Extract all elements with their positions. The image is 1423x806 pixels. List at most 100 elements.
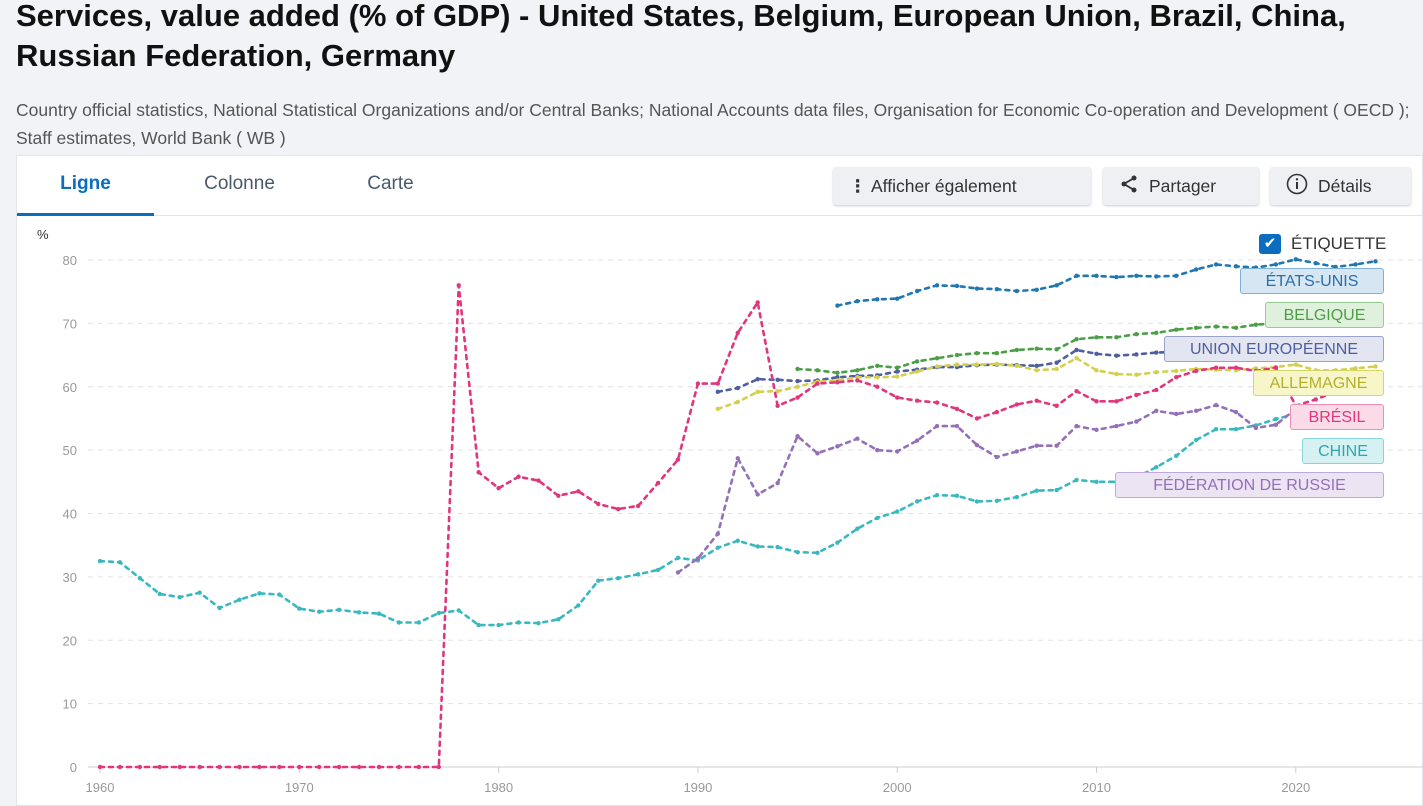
data-point: [775, 480, 780, 486]
data-point: [1174, 327, 1179, 332]
data-point: [496, 485, 501, 491]
data-point: [1174, 375, 1179, 380]
data-point: [1213, 427, 1219, 432]
data-point: [1193, 368, 1199, 374]
data-point: [715, 381, 721, 386]
data-point: [1154, 369, 1159, 375]
tab-carte[interactable]: Carte: [367, 173, 414, 194]
data-point: [855, 368, 860, 373]
checkbox-checked-icon[interactable]: ✔: [1259, 234, 1281, 254]
data-point: [1034, 346, 1039, 351]
data-point: [456, 608, 461, 613]
data-point: [974, 416, 980, 421]
series-label: UNION EUROPÉENNE: [1164, 336, 1384, 362]
data-point: [1134, 331, 1139, 337]
data-point: [197, 590, 202, 595]
data-point: [217, 764, 222, 770]
data-point: [895, 449, 900, 454]
data-point: [914, 288, 920, 294]
data-point: [855, 378, 860, 383]
data-point: [1233, 427, 1239, 432]
data-point: [895, 365, 900, 370]
data-point: [974, 362, 980, 367]
data-point: [1154, 330, 1159, 336]
data-point: [456, 283, 461, 288]
data-point: [835, 370, 840, 376]
y-axis-label: %: [37, 227, 49, 242]
data-point: [1233, 325, 1239, 331]
data-point: [1233, 365, 1239, 370]
data-point: [1074, 356, 1079, 361]
data-point: [934, 423, 940, 429]
data-point: [1094, 427, 1099, 433]
x-tick-label: 1980: [484, 780, 513, 795]
data-point: [1034, 488, 1039, 493]
data-point: [297, 764, 302, 770]
x-tick-label: 1990: [683, 780, 712, 795]
data-point: [775, 388, 780, 394]
data-point: [1074, 477, 1079, 483]
share-button[interactable]: Partager: [1103, 167, 1259, 205]
data-point: [1114, 274, 1119, 280]
data-point: [1273, 262, 1279, 267]
data-point: [1134, 419, 1139, 424]
data-point: [1074, 388, 1079, 394]
data-point: [994, 454, 1000, 460]
label-toggle[interactable]: ✔ ÉTIQUETTE: [1259, 234, 1386, 254]
data-point: [556, 617, 561, 622]
data-point: [1034, 363, 1039, 369]
data-point: [436, 764, 442, 770]
x-tick-label: 1970: [285, 780, 314, 795]
data-point: [436, 610, 442, 616]
y-tick-label: 10: [63, 697, 77, 712]
data-point: [954, 493, 960, 498]
data-point: [336, 764, 342, 770]
data-point: [476, 470, 481, 475]
data-point: [1074, 337, 1079, 342]
data-point: [1134, 372, 1139, 377]
data-point: [835, 380, 840, 385]
data-point: [1034, 398, 1039, 403]
data-point: [376, 764, 382, 770]
data-point: [317, 609, 322, 614]
data-point: [675, 555, 681, 561]
tab-colonne[interactable]: Colonne: [204, 173, 275, 194]
also-show-button[interactable]: ⋮ Afficher également: [833, 167, 1091, 205]
data-point: [914, 499, 920, 504]
chart-type-tabs: Ligne Colonne Carte ⋮ Afficher également…: [17, 156, 1422, 216]
data-point: [875, 515, 880, 521]
data-point: [536, 478, 541, 483]
data-point: [177, 594, 182, 600]
y-tick-label: 70: [63, 316, 77, 331]
data-point: [1373, 364, 1378, 369]
y-tick-label: 30: [63, 570, 77, 585]
data-point: [875, 363, 880, 369]
data-point: [934, 364, 940, 369]
data-point: [1034, 368, 1039, 373]
data-point: [1014, 347, 1019, 353]
data-point: [895, 395, 900, 400]
data-point: [1014, 449, 1019, 454]
data-point: [855, 298, 860, 304]
details-button[interactable]: Détails: [1270, 167, 1411, 205]
data-point: [735, 538, 740, 543]
data-point: [795, 433, 800, 439]
data-point: [416, 764, 422, 770]
data-point: [1014, 288, 1019, 294]
data-point: [1114, 399, 1119, 404]
series-label: ALLEMAGNE: [1253, 370, 1384, 396]
data-point: [655, 567, 661, 573]
series-line-union-européenne: [716, 346, 1377, 394]
data-point: [974, 442, 980, 448]
data-point: [735, 385, 740, 391]
tab-ligne[interactable]: Ligne: [17, 156, 154, 216]
data-point: [1233, 409, 1239, 415]
data-point: [157, 591, 162, 597]
data-point: [1054, 283, 1059, 288]
data-point: [934, 356, 940, 361]
data-point: [675, 570, 681, 575]
data-point: [715, 545, 721, 550]
data-point: [257, 591, 262, 596]
data-point: [416, 620, 422, 625]
data-point: [1293, 362, 1299, 367]
